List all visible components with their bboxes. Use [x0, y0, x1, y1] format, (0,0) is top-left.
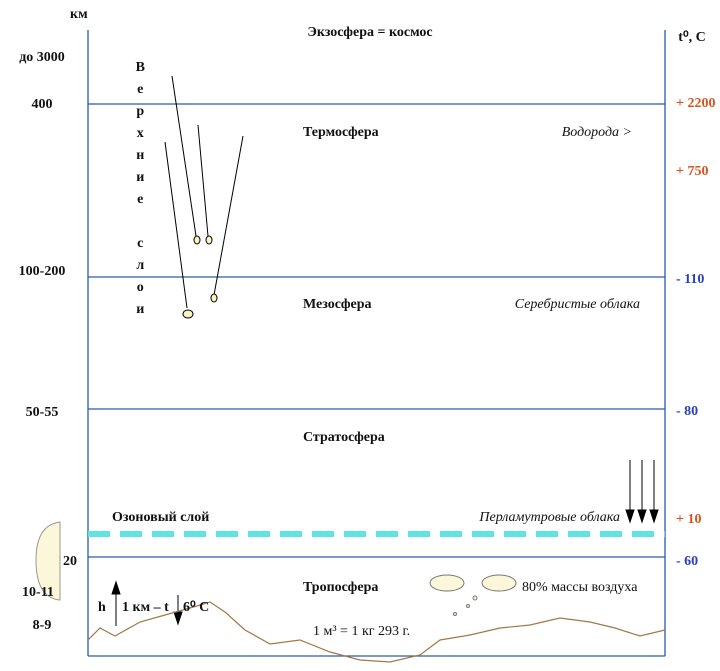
- scale-label: 8-9: [33, 618, 52, 633]
- layer-note: Серебристые облака: [515, 297, 640, 312]
- scale-label: 20: [63, 554, 77, 569]
- layer-note: Водорода >: [562, 125, 632, 140]
- scale-label: + 750: [676, 164, 708, 179]
- scale-label: 50-55: [26, 405, 59, 420]
- scale-label: - 60: [676, 554, 698, 569]
- meteors: [165, 76, 243, 318]
- right-labels: + 2200 + 750 - 110 - 80 + 10 - 60: [676, 96, 715, 569]
- scale-label: 400: [32, 97, 53, 112]
- gradient-delta: 6⁰ С: [183, 600, 209, 615]
- layer-name: Тропосфера: [303, 580, 378, 595]
- scale-label: 100-200: [19, 264, 66, 279]
- scale-label: + 10: [676, 512, 701, 527]
- gradient-h: h: [98, 600, 106, 615]
- layer-note: Перламутровые облака: [478, 510, 620, 525]
- exosphere: Экзосфера = космос: [307, 25, 432, 40]
- gradient-per: 1 км – t: [122, 600, 169, 615]
- vertical-text: Верхние слои: [133, 60, 148, 324]
- scale-label: - 80: [676, 404, 698, 419]
- unit-left: км: [70, 7, 88, 22]
- diagram: км t⁰, С до 3000 Экзосфера = космос Верх…: [0, 0, 720, 671]
- unit-right: t⁰, С: [678, 30, 705, 45]
- scale-label: + 2200: [676, 96, 715, 111]
- layer-name: Стратосфера: [303, 430, 385, 445]
- layer-note: 80% массы воздуха: [522, 580, 638, 595]
- top-label: до 3000: [19, 50, 65, 65]
- scale-label: - 110: [676, 272, 704, 287]
- air-mass: 1 м³ = 1 кг 293 г.: [313, 624, 410, 639]
- clouds: [430, 575, 516, 616]
- layer-name: Мезосфера: [303, 297, 372, 312]
- scale-label: 10-11: [22, 585, 54, 600]
- layer-name: Термосфера: [303, 125, 379, 140]
- layer-name: Озоновый слой: [112, 510, 209, 525]
